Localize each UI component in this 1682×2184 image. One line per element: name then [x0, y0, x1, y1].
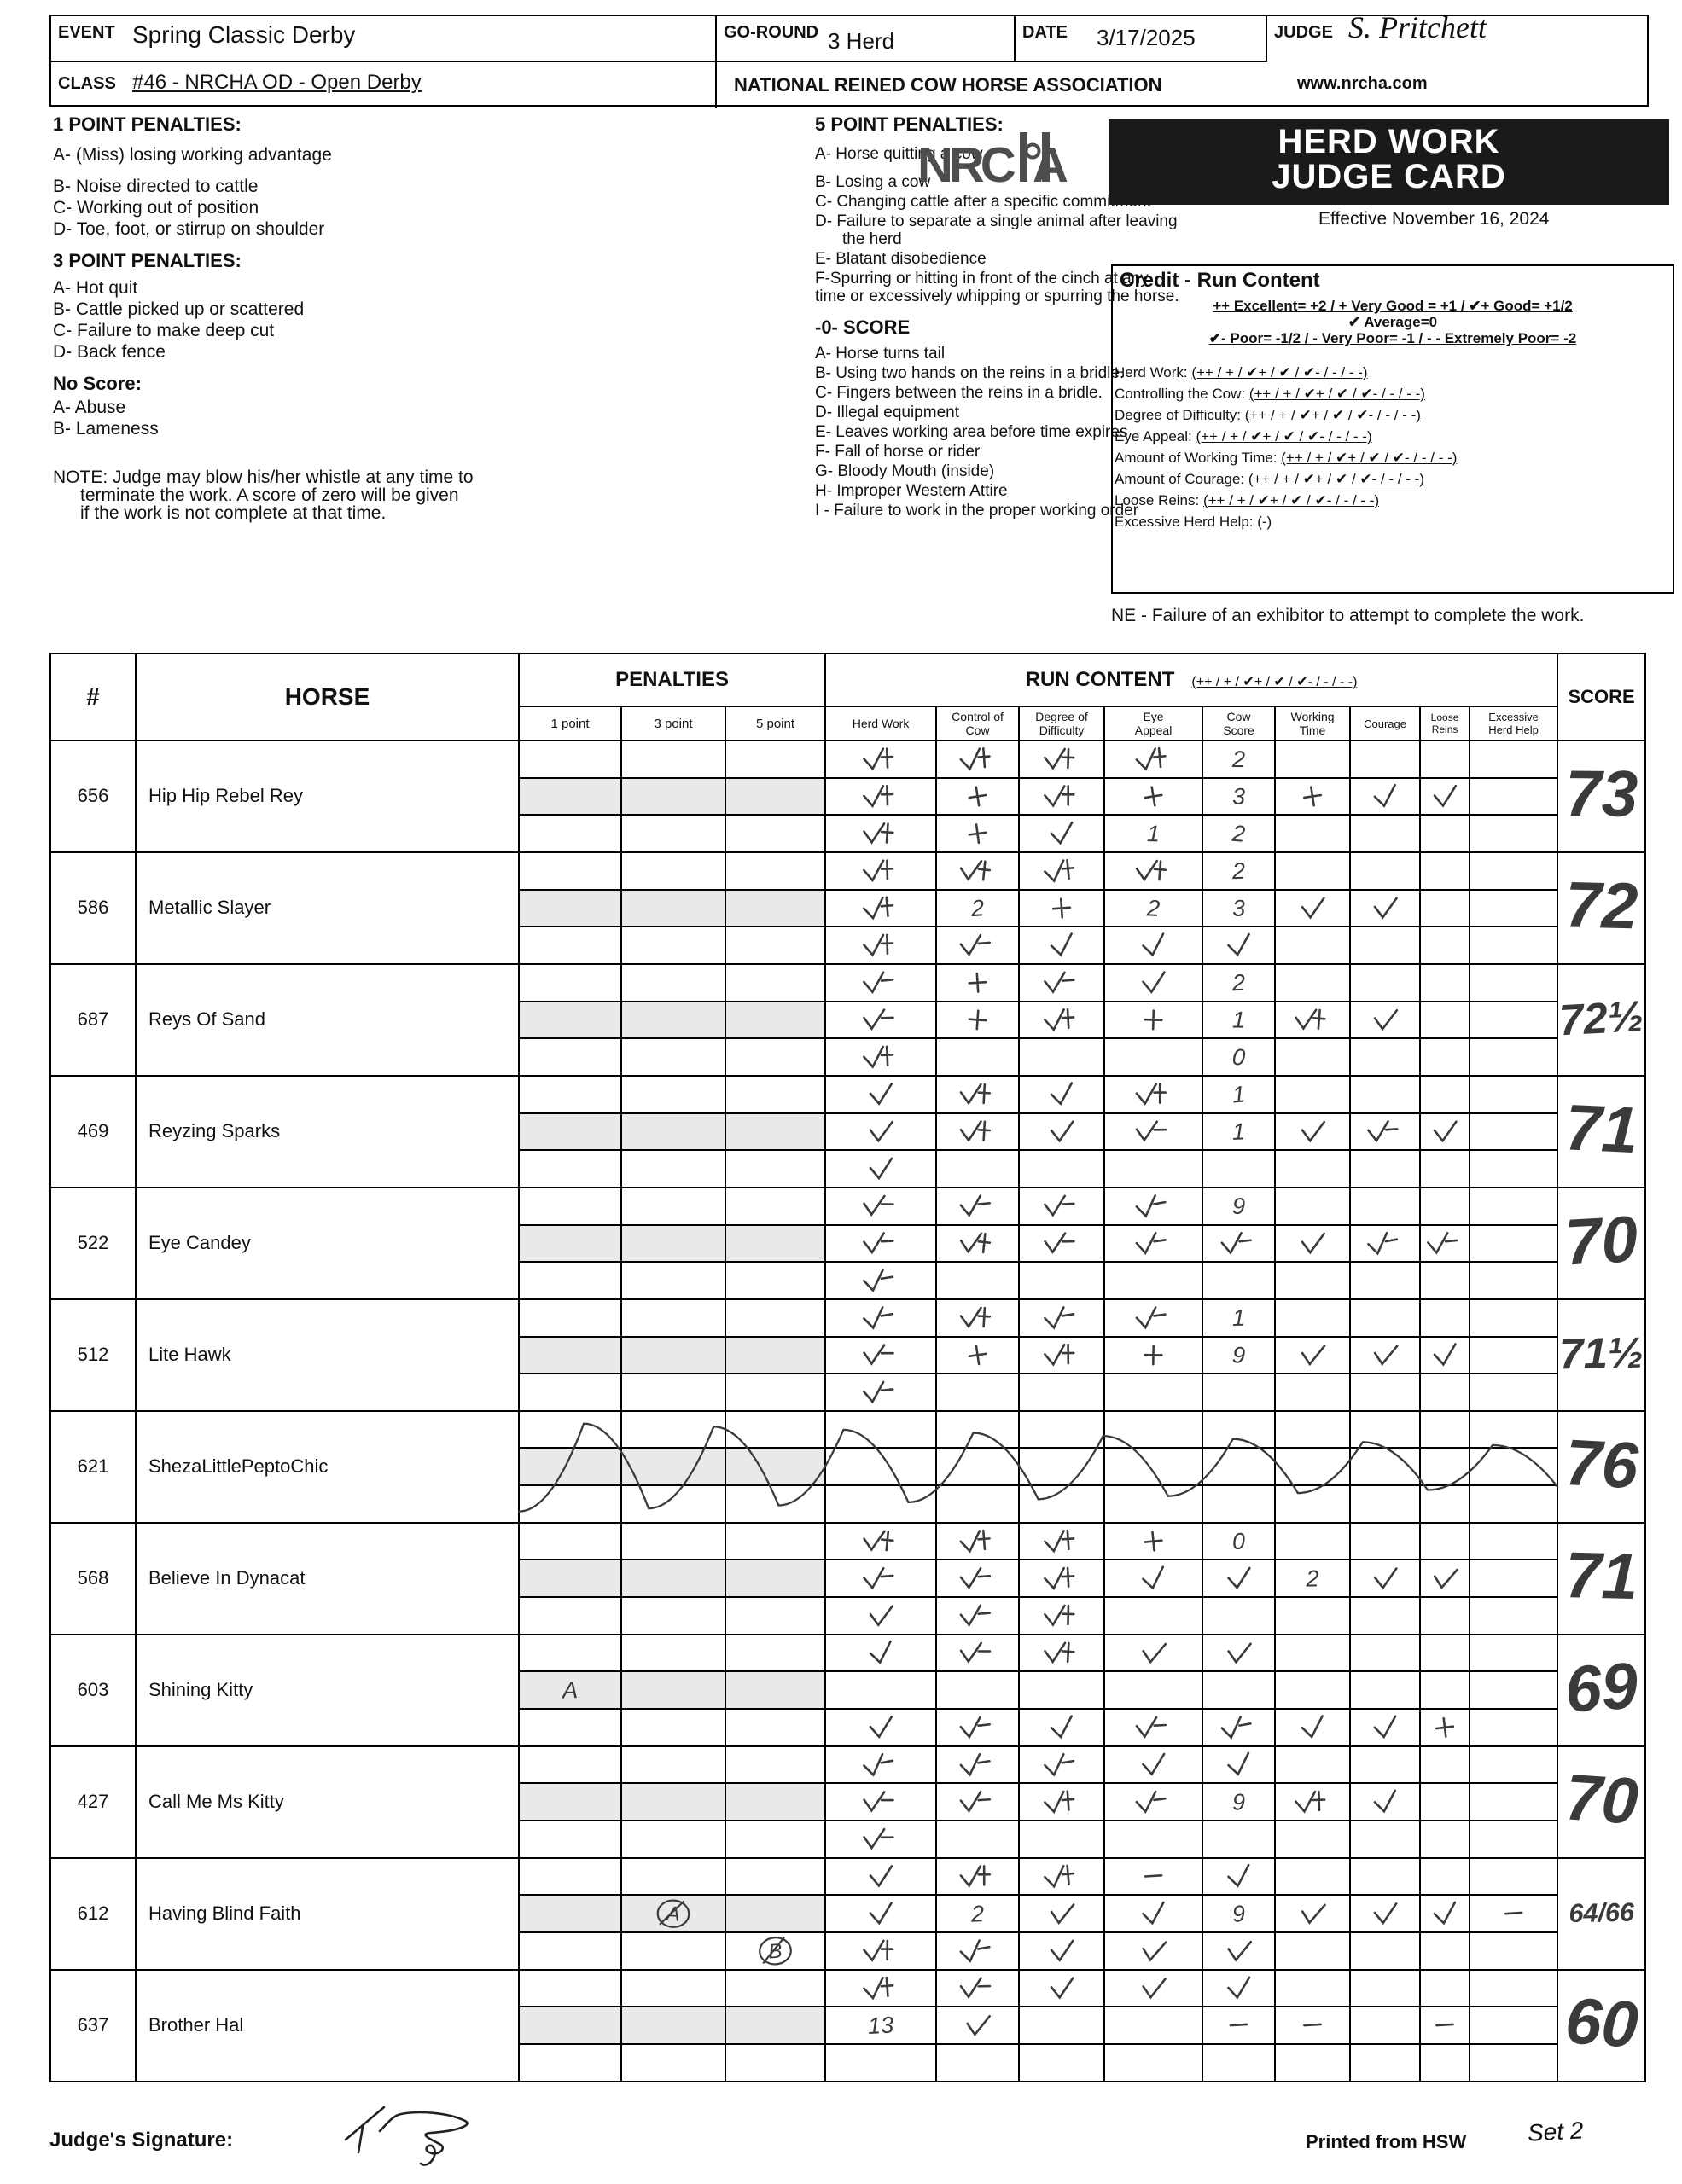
svg-text:A: A — [1033, 137, 1068, 193]
svg-text:NRC: NRC — [920, 137, 1016, 193]
